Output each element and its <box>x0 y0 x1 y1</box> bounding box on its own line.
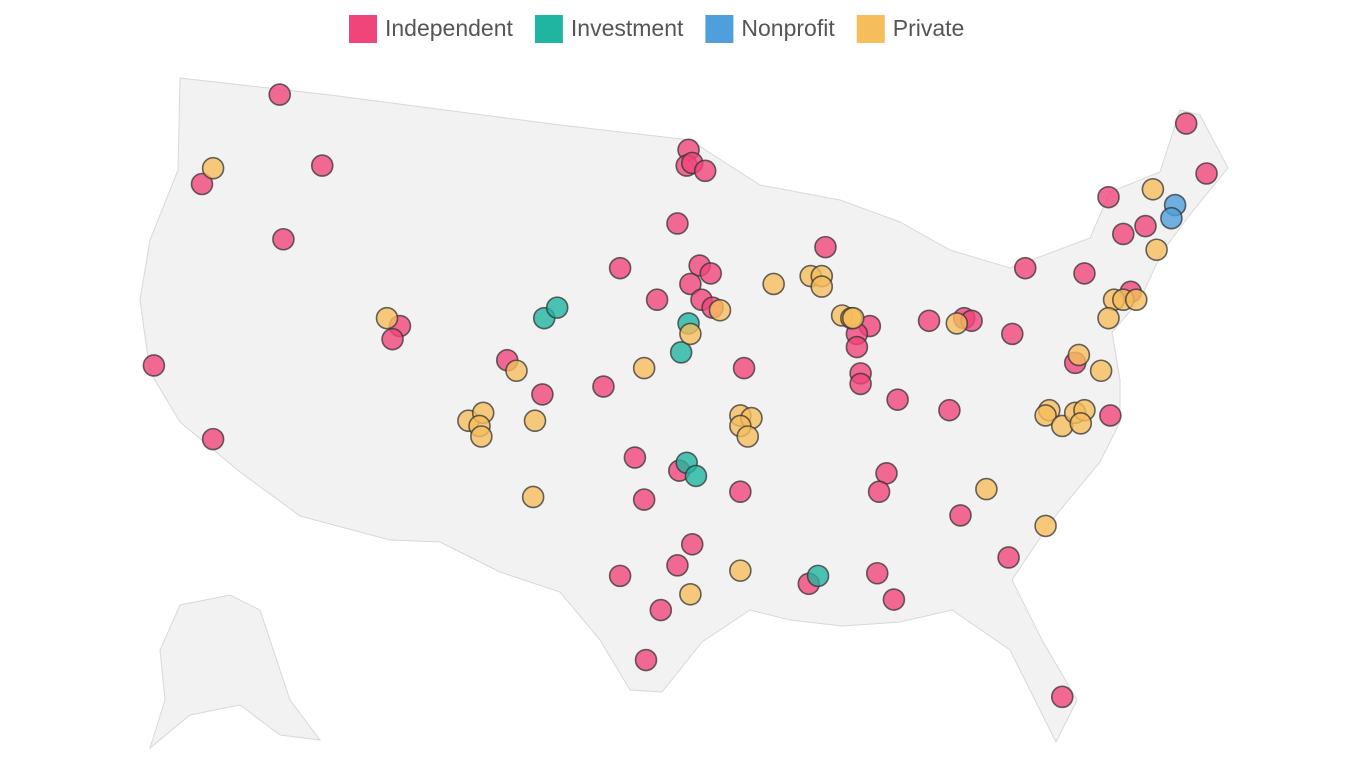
location-marker <box>531 383 554 406</box>
location-marker <box>882 588 906 611</box>
location-marker <box>867 480 891 504</box>
legend: Independent Investment Nonprofit Private <box>349 15 964 43</box>
points <box>142 83 1218 709</box>
location-marker <box>886 388 909 411</box>
location-marker <box>1112 222 1135 246</box>
location-marker <box>666 212 689 235</box>
us-outline <box>139 77 1229 744</box>
location-marker <box>632 356 656 380</box>
location-marker <box>608 256 632 280</box>
location-marker <box>634 648 658 672</box>
location-marker <box>1145 238 1168 262</box>
location-marker <box>693 159 717 183</box>
location-marker <box>806 564 830 588</box>
location-marker <box>523 409 547 433</box>
location-marker <box>375 306 399 330</box>
location-marker <box>841 306 865 330</box>
location-marker <box>1099 404 1122 427</box>
legend-swatch <box>349 15 377 43</box>
location-marker <box>1013 256 1037 280</box>
location-marker <box>201 156 225 180</box>
location-marker <box>268 83 292 106</box>
legend-label: Nonprofit <box>741 15 835 41</box>
location-marker <box>649 598 673 622</box>
location-marker <box>142 354 166 377</box>
location-marker <box>666 554 689 577</box>
location-marker <box>1034 514 1057 538</box>
location-marker <box>1141 177 1165 201</box>
location-marker <box>814 235 837 259</box>
legend-swatch <box>856 15 885 43</box>
location-marker <box>272 227 295 251</box>
location-marker <box>381 327 404 351</box>
legend-swatch <box>534 15 563 43</box>
location-marker <box>669 341 693 364</box>
location-marker <box>849 372 872 396</box>
location-marker <box>699 262 723 285</box>
location-marker <box>845 335 869 359</box>
location-marker <box>865 561 889 585</box>
location-marker <box>938 398 961 422</box>
location-marker <box>917 309 941 333</box>
location-marker <box>1034 404 1057 427</box>
location-marker <box>729 559 752 582</box>
location-marker <box>762 272 785 296</box>
location-marker <box>1073 262 1096 285</box>
location-marker <box>1124 288 1148 312</box>
location-marker <box>645 288 669 312</box>
location-marker <box>680 533 704 556</box>
location-marker <box>470 425 493 448</box>
location-marker <box>1097 306 1120 330</box>
location-marker <box>732 356 756 380</box>
legend-label: Investment <box>571 15 684 41</box>
location-marker <box>949 504 972 527</box>
location-marker <box>679 272 702 296</box>
location-marker <box>729 480 752 504</box>
legend-label: Independent <box>385 15 514 41</box>
location-marker <box>708 298 732 322</box>
location-marker <box>975 477 998 501</box>
location-marker <box>608 564 632 588</box>
location-marker <box>1089 359 1113 383</box>
location-marker <box>1069 412 1093 435</box>
location-marker <box>736 425 760 448</box>
location-marker <box>1174 112 1198 135</box>
location-marker <box>810 275 834 298</box>
location-marker <box>201 427 225 451</box>
location-marker <box>1000 322 1024 346</box>
legend-label: Private <box>893 15 965 41</box>
location-marker <box>1097 185 1120 209</box>
location-marker <box>679 322 702 346</box>
location-marker <box>679 582 702 606</box>
location-marker <box>1160 206 1183 230</box>
basemap <box>139 77 1229 750</box>
location-marker <box>1050 685 1074 709</box>
location-marker <box>545 296 569 319</box>
location-marker <box>1067 343 1091 367</box>
location-marker <box>190 172 214 196</box>
location-marker <box>592 375 615 398</box>
location-marker <box>623 446 647 469</box>
location-marker <box>310 154 334 177</box>
legend-swatch <box>705 15 734 43</box>
location-marker <box>632 488 656 511</box>
location-marker <box>997 546 1020 569</box>
location-marker <box>684 464 708 488</box>
alaska-outline <box>149 594 322 750</box>
location-marker <box>945 312 969 335</box>
location-marker <box>1195 162 1218 185</box>
location-marker <box>1134 214 1157 238</box>
location-marker <box>505 359 528 383</box>
location-marker <box>521 485 545 509</box>
